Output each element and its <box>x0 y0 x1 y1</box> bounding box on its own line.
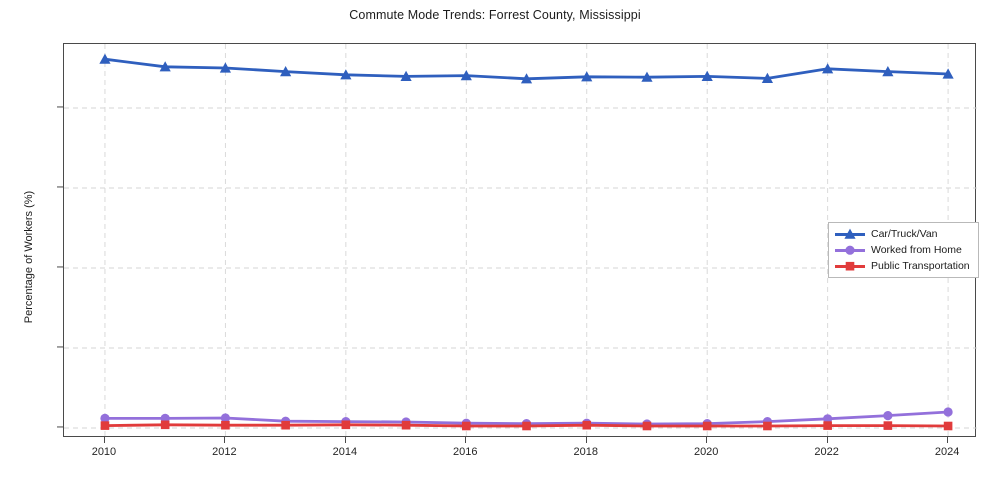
x-axis-tick-mark <box>224 437 226 443</box>
data-point-marker <box>220 413 231 423</box>
data-point-marker <box>845 261 855 271</box>
x-axis-tick-mark <box>706 437 708 443</box>
data-point-marker <box>100 421 110 430</box>
legend-marker-icon <box>835 260 865 272</box>
x-axis-tick-label: 2020 <box>693 446 719 458</box>
gridlines <box>64 44 977 438</box>
data-point-marker <box>943 421 953 431</box>
data-point-marker <box>522 421 531 431</box>
data-point-marker <box>100 413 110 423</box>
y-axis-label: Percentage of Workers (%) <box>23 190 35 324</box>
legend-item-label: Public Transportation <box>871 260 970 272</box>
y-axis-tick-mark <box>57 346 63 348</box>
x-axis-tick-label: 2022 <box>814 446 839 458</box>
y-axis-tick-mark <box>57 186 63 188</box>
data-point-marker <box>520 73 533 84</box>
data-point-marker <box>761 72 774 83</box>
legend-item-label: Worked from Home <box>871 244 962 256</box>
data-point-marker <box>340 69 352 80</box>
legend-item-label: Car/Truck/Van <box>871 228 938 240</box>
x-axis-tick-mark <box>344 437 346 443</box>
x-axis-tick-mark <box>103 437 106 443</box>
data-point-marker <box>219 62 232 73</box>
legend-marker-icon <box>835 228 865 240</box>
x-axis-tick-mark <box>947 437 949 443</box>
legend-item[interactable]: Public Transportation <box>835 260 970 272</box>
data-point-marker <box>702 421 712 431</box>
x-axis-tick-label: 2010 <box>91 446 117 458</box>
data-point-marker <box>822 63 834 74</box>
data-point-marker <box>883 421 893 430</box>
y-axis-tick-mark <box>57 266 63 268</box>
data-point-marker <box>401 420 411 430</box>
data-point-marker <box>642 421 652 431</box>
series-lines <box>99 53 954 431</box>
x-axis-tick-mark <box>826 437 828 443</box>
x-axis-tick-label: 2018 <box>573 446 598 458</box>
data-point-marker <box>823 414 833 424</box>
x-axis-tick-mark <box>585 437 587 443</box>
data-point-marker <box>942 68 954 79</box>
data-point-marker <box>701 70 713 81</box>
y-axis-tick-mark <box>57 426 63 428</box>
data-point-marker <box>582 420 592 430</box>
data-point-marker <box>641 71 653 82</box>
data-point-marker <box>823 421 832 430</box>
data-point-marker <box>763 421 772 431</box>
data-point-marker <box>160 420 170 430</box>
data-point-marker <box>99 53 111 64</box>
data-point-marker <box>844 228 856 239</box>
data-point-marker <box>460 70 472 81</box>
legend-item[interactable]: Worked from Home <box>835 244 970 256</box>
legend-item[interactable]: Car/Truck/Van <box>835 228 970 240</box>
data-point-marker <box>159 61 171 72</box>
data-point-marker <box>400 70 412 81</box>
plot-area <box>63 43 977 438</box>
data-point-marker <box>461 421 471 431</box>
data-point-marker <box>581 71 593 82</box>
x-axis-tick-label: 2024 <box>934 446 960 458</box>
data-point-marker <box>883 411 893 421</box>
x-axis-tick-label: 2012 <box>212 446 237 458</box>
data-point-marker <box>221 420 230 430</box>
x-axis-tick-mark <box>465 437 467 443</box>
data-point-marker <box>341 420 351 430</box>
chart-title: Commute Mode Trends: Forrest County, Mis… <box>349 8 641 22</box>
data-point-marker <box>845 245 855 255</box>
x-axis-tick-label: 2016 <box>453 446 478 458</box>
data-point-marker <box>280 66 292 77</box>
chart-legend[interactable]: Car/Truck/Van Worked from Home Public Tran… <box>828 222 979 278</box>
legend-marker-icon <box>835 244 865 256</box>
y-axis-tick-mark <box>57 106 63 108</box>
data-point-marker <box>882 66 894 77</box>
x-axis-tick-label: 2014 <box>332 446 358 458</box>
data-point-marker <box>281 420 290 430</box>
data-point-marker <box>943 407 953 417</box>
